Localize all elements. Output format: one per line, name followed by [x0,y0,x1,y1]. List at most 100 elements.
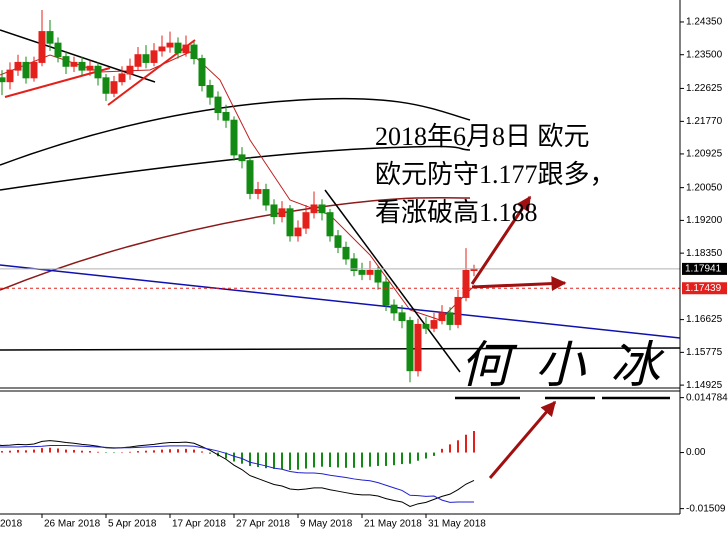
histogram-bar [209,452,211,454]
candle-body [14,61,22,71]
candle-body [198,58,206,87]
candle-body [334,235,342,248]
histogram-bar [329,452,331,468]
candle-body [302,212,310,229]
histogram-bar [177,449,179,453]
candle-body [62,56,70,67]
signature: 何小冰 [460,336,665,394]
x-tick-label: Mar 2018 [0,519,23,530]
candle-body [6,69,14,83]
histogram-bar [361,452,363,468]
candle-body [190,44,198,60]
x-tick-label: 31 May 2018 [428,519,486,530]
candle-body [398,312,406,322]
histogram-bar [321,452,323,467]
candle-body [382,281,390,306]
candle-body [222,112,230,121]
macd-line [0,440,475,507]
histogram-bar [169,449,171,453]
x-tick-label: 5 Apr 2018 [108,519,157,530]
annotation: 2018年6月8日 欧元 [375,122,590,151]
y-tick-label: 1.15775 [686,347,723,358]
candle-body [134,54,142,67]
candle-body [174,42,182,54]
histogram-bar [73,449,75,453]
histogram-bar [193,449,195,453]
candle-body [390,304,398,314]
y-tick-label: 1.20925 [686,149,723,160]
candle-body [126,65,134,75]
y-tick-label: -0.01509 [686,503,726,514]
histogram-bar [297,452,299,470]
trend-line [324,189,461,373]
x-tick-label: 17 Apr 2018 [172,519,226,530]
histogram-bar [369,452,371,467]
histogram-bar [465,434,467,453]
candle-body [158,46,166,52]
trend-line [0,264,680,339]
candle-body [166,42,174,48]
histogram-bar [433,452,435,456]
histogram-bar [425,452,427,459]
histogram-bar [457,440,459,453]
histogram-bar [473,431,475,453]
candle-body [358,269,366,275]
price-tag-label: 1.17941 [685,264,722,275]
histogram-bar [81,450,83,453]
macd-panel [0,431,475,507]
histogram-bar [249,452,251,466]
histogram-bar [265,452,267,469]
y-tick-label: 1.22625 [686,83,723,94]
histogram-bar [137,451,139,453]
histogram-bar [65,449,67,453]
x-tick-label: 27 Apr 2018 [236,519,290,530]
horizontal-line [0,347,680,351]
histogram-bar [225,452,227,459]
y-tick-label: 0.014784 [686,392,728,403]
trend-line [4,67,111,98]
candle-body [22,61,30,79]
candle-body [438,312,446,322]
histogram-bar [145,450,147,453]
y-tick-label: 1.23500 [686,49,723,60]
candle-body [54,42,62,58]
candle-body [310,204,318,214]
price-panel [0,10,680,383]
candle-body [374,269,382,283]
y-tick-label: 1.18350 [686,248,723,259]
arrow [488,400,557,479]
candle-body [286,208,294,237]
candle-body [422,323,430,329]
candle-body [182,44,190,54]
candle-body [318,204,326,214]
histogram-bar [1,451,3,453]
x-tick-label: 9 May 2018 [300,519,353,530]
moving-average [0,145,471,191]
histogram-bar [401,452,403,465]
histogram-bar [233,452,235,462]
candle-body [150,50,158,63]
histogram-bar [409,452,411,464]
candle-body [46,31,54,44]
histogram-bar [449,444,451,453]
candle-body [78,61,86,71]
histogram-bar [273,452,275,469]
candle-body [414,323,422,372]
histogram-bar [385,452,387,466]
candle-body [246,160,254,194]
histogram-bar [129,451,131,453]
candle-body [86,65,94,71]
histogram-bar [9,450,11,453]
candle-body [350,258,358,271]
candle-body [206,85,214,98]
candle-body [326,212,334,237]
histogram-bar [289,452,291,471]
candle-body [462,269,470,298]
level-tag [682,282,727,295]
histogram-bar [353,452,355,468]
candle-body [278,208,286,218]
y-tick-label: 1.21770 [686,116,723,127]
histogram-bar [25,450,27,453]
histogram-bar [185,448,187,453]
